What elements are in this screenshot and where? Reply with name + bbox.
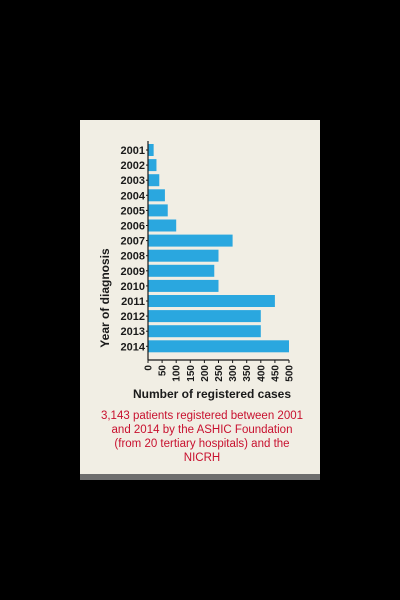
bar-2011 <box>148 295 275 307</box>
x-tick-label: 450 <box>270 365 281 382</box>
bar-2012 <box>148 310 261 323</box>
y-tick-label: 2005 <box>121 205 145 217</box>
bar-2008 <box>148 249 219 262</box>
bar-2010 <box>148 279 219 292</box>
x-tick-label: 100 <box>172 365 183 382</box>
y-tick-label: 2001 <box>121 145 145 157</box>
chart-caption: 3,143 patients registered between 2001 a… <box>100 410 304 464</box>
bar-2004 <box>148 189 165 202</box>
y-tick-label: 2008 <box>121 251 145 263</box>
bar-2002 <box>148 159 157 172</box>
y-tick-label: 2006 <box>121 221 145 233</box>
bar-2007 <box>148 234 233 247</box>
y-tick-label: 2014 <box>121 341 146 353</box>
y-tick-label: 2009 <box>121 266 145 278</box>
bar-2005 <box>148 204 168 217</box>
x-tick-label: 400 <box>256 365 267 382</box>
bar-2009 <box>148 264 215 277</box>
y-tick-label: 2003 <box>121 175 145 187</box>
bars-layer <box>148 144 289 353</box>
x-tick-label: 500 <box>285 365 296 382</box>
y-tick-label: 2010 <box>121 281 145 293</box>
x-tick-label: 250 <box>214 365 225 382</box>
bar-2001 <box>148 144 154 156</box>
y-axis-title: Year of diagnosis <box>98 248 112 348</box>
card-shadow <box>80 474 320 480</box>
x-axis-title: Number of registered cases <box>133 387 291 401</box>
x-tick-label: 300 <box>228 365 239 382</box>
x-tick-label: 200 <box>200 365 211 382</box>
bar-2013 <box>148 325 261 338</box>
x-tick-label: 50 <box>158 365 169 377</box>
bar-2014 <box>148 340 289 353</box>
bar-2003 <box>148 174 160 187</box>
x-tick-label: 350 <box>242 365 253 382</box>
y-tick-label: 2002 <box>121 160 145 172</box>
y-tick-label: 2013 <box>121 326 145 338</box>
y-tick-label: 2004 <box>121 190 146 202</box>
y-tick-label: 2007 <box>121 236 145 248</box>
y-tick-label: 2012 <box>121 311 145 323</box>
bar-2006 <box>148 219 177 232</box>
y-tick-label: 2011 <box>121 296 145 308</box>
axis-layer: 2001 2002 2003 2004 2005 2006 2007 2008 2009 2010… <box>121 141 296 382</box>
x-tick-label: 150 <box>186 365 197 382</box>
x-tick-label: 0 <box>144 365 155 371</box>
